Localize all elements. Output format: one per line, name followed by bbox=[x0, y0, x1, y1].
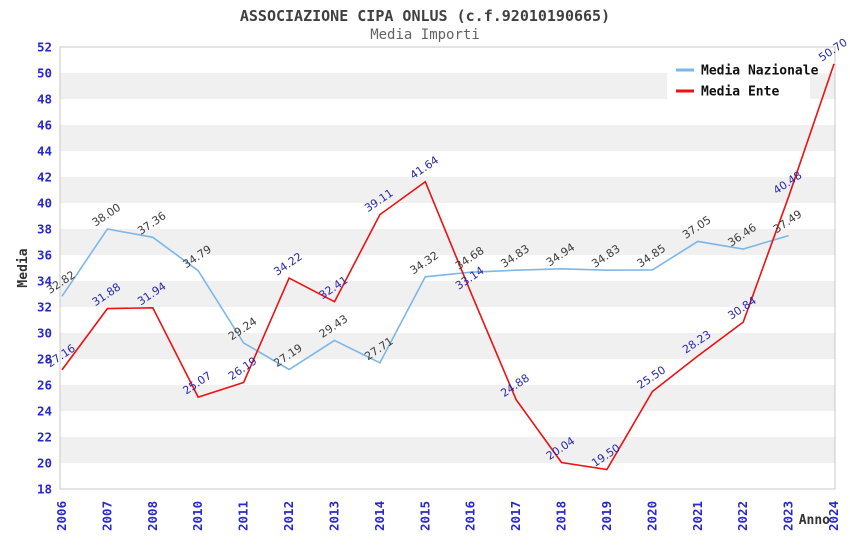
y-tick-label: 30 bbox=[37, 326, 52, 341]
plot-band bbox=[60, 333, 835, 359]
x-tick-label: 2020 bbox=[644, 501, 659, 531]
y-tick-label: 44 bbox=[37, 144, 52, 159]
plot-band bbox=[60, 125, 835, 151]
plot-band bbox=[60, 99, 835, 125]
plot-band bbox=[60, 255, 835, 281]
x-tick-label: 2015 bbox=[417, 501, 432, 531]
legend-label-media-nazionale: Media Nazionale bbox=[701, 64, 819, 79]
y-tick-label: 26 bbox=[37, 378, 52, 393]
x-tick-label: 2022 bbox=[735, 501, 750, 531]
x-tick-label: 2023 bbox=[781, 501, 796, 531]
chart-subtitle: Media Importi bbox=[370, 27, 480, 43]
x-tick-label: 2013 bbox=[326, 501, 341, 531]
y-tick-label: 34 bbox=[37, 274, 52, 289]
y-tick-label: 28 bbox=[37, 352, 52, 367]
y-tick-label: 20 bbox=[37, 456, 52, 471]
x-tick-label: 2010 bbox=[190, 501, 205, 531]
y-tick-label: 46 bbox=[37, 118, 52, 133]
y-tick-label: 18 bbox=[37, 482, 52, 497]
plot-band bbox=[60, 177, 835, 203]
plot-band bbox=[60, 437, 835, 463]
plot-border bbox=[59, 46, 836, 490]
x-tick-label: 2024 bbox=[826, 501, 841, 531]
x-tick-label: 2007 bbox=[99, 501, 114, 531]
x-tick-label: 2012 bbox=[281, 501, 296, 531]
plot-band bbox=[60, 281, 835, 307]
y-tick-label: 52 bbox=[37, 40, 52, 55]
x-tick-label: 2021 bbox=[690, 501, 705, 531]
x-tick-label: 2008 bbox=[145, 501, 160, 531]
y-tick-label: 42 bbox=[37, 170, 52, 185]
y-tick-label: 50 bbox=[37, 66, 52, 81]
series-line-media-ente bbox=[61, 63, 835, 471]
plot-band bbox=[60, 203, 835, 229]
x-axis-title: Anno bbox=[799, 513, 830, 528]
y-tick-label: 48 bbox=[37, 92, 52, 107]
plot-band bbox=[60, 463, 835, 489]
y-tick-label: 38 bbox=[37, 222, 52, 237]
legend-box bbox=[667, 53, 810, 103]
y-tick-label: 32 bbox=[37, 300, 52, 315]
x-tick-label: 2011 bbox=[236, 501, 251, 531]
x-tick-label: 2016 bbox=[463, 501, 478, 531]
y-tick-label: 40 bbox=[37, 196, 52, 211]
plot-band bbox=[60, 229, 835, 255]
x-tick-label: 2017 bbox=[508, 501, 523, 531]
plot-band bbox=[60, 151, 835, 177]
y-axis-title: Media bbox=[16, 248, 31, 287]
y-tick-label: 36 bbox=[37, 248, 52, 263]
plot-band bbox=[60, 307, 835, 333]
plot-band bbox=[60, 359, 835, 385]
plot-band bbox=[60, 411, 835, 437]
y-tick-label: 24 bbox=[37, 404, 52, 419]
series-line-media-nazionale bbox=[61, 228, 789, 371]
y-tick-label: 22 bbox=[37, 430, 52, 445]
plot-band bbox=[60, 385, 835, 411]
x-tick-label: 2006 bbox=[54, 501, 69, 531]
x-tick-label: 2014 bbox=[372, 501, 387, 531]
legend-label-media-ente: Media Ente bbox=[701, 85, 779, 100]
x-tick-label: 2019 bbox=[599, 501, 614, 531]
chart-title: ASSOCIAZIONE CIPA ONLUS (c.f.92010190665… bbox=[239, 7, 611, 25]
x-tick-label: 2018 bbox=[554, 501, 569, 531]
